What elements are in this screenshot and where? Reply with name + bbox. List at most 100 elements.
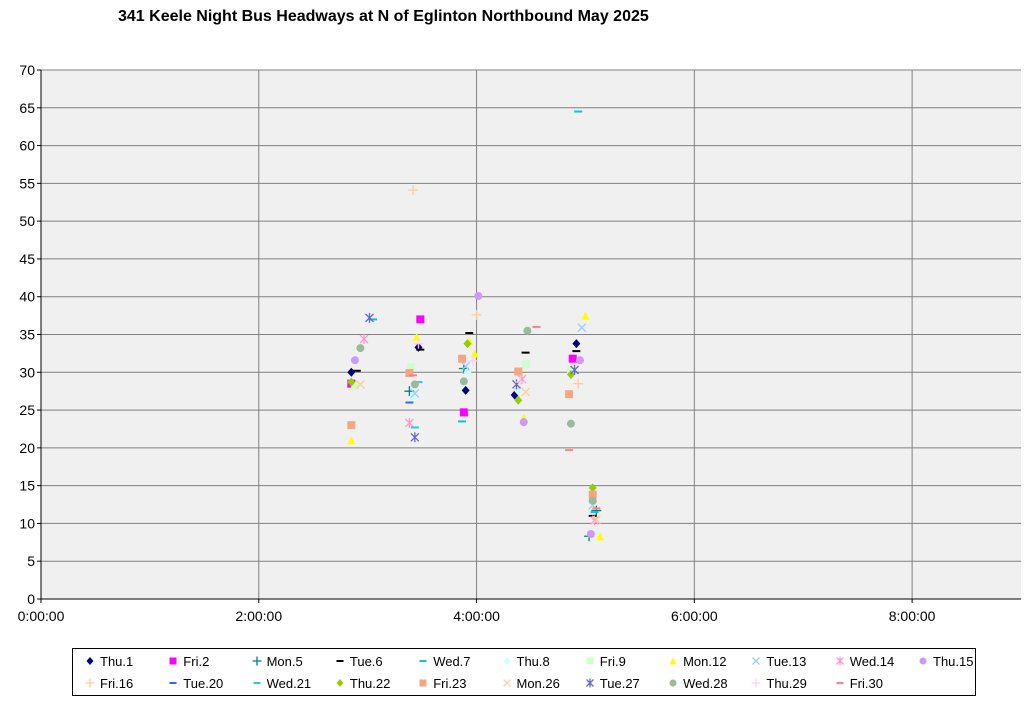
data-point bbox=[470, 349, 479, 358]
legend-marker-icon bbox=[252, 656, 262, 666]
y-tick-label: 60 bbox=[19, 138, 35, 154]
legend-marker-icon bbox=[85, 678, 95, 688]
y-tick-label: 65 bbox=[19, 100, 35, 116]
data-point bbox=[591, 505, 602, 516]
data-point bbox=[416, 315, 425, 324]
grid bbox=[41, 69, 1021, 599]
legend-label: Thu.1 bbox=[100, 653, 134, 669]
data-point bbox=[588, 490, 597, 499]
series-thu-29 bbox=[413, 338, 526, 388]
data-point bbox=[459, 377, 468, 386]
legend-label: Mon.5 bbox=[266, 653, 303, 669]
legend-label: Tue.13 bbox=[766, 653, 807, 669]
series-tue-6 bbox=[352, 331, 597, 517]
data-point bbox=[591, 515, 601, 525]
data-point bbox=[458, 354, 467, 363]
legend-label: Fri.2 bbox=[183, 653, 210, 669]
x-tick-label: 0:00:00 bbox=[18, 608, 65, 624]
legend-item: Fri.30 bbox=[833, 674, 883, 692]
data-point bbox=[514, 367, 523, 376]
data-point bbox=[405, 369, 414, 378]
data-point bbox=[408, 185, 419, 196]
legend-label: Fri.16 bbox=[100, 675, 134, 691]
legend-item: Thu.22 bbox=[333, 674, 390, 692]
data-point bbox=[365, 312, 374, 323]
legend-item: Thu.15 bbox=[916, 652, 973, 670]
y-tick-label: 30 bbox=[19, 364, 35, 380]
legend-marker-icon bbox=[835, 656, 844, 666]
data-point bbox=[347, 436, 356, 445]
data-point bbox=[410, 380, 419, 389]
legend-label: Fri.9 bbox=[599, 653, 626, 669]
series-wed-28 bbox=[356, 326, 597, 505]
data-point bbox=[474, 291, 483, 300]
y-tick-label: 40 bbox=[19, 289, 35, 305]
legend-label: Thu.15 bbox=[933, 653, 974, 669]
legend-label: Thu.29 bbox=[766, 675, 807, 691]
y-tick-label: 55 bbox=[19, 175, 35, 191]
legend-label: Tue.20 bbox=[183, 675, 224, 691]
data-point bbox=[566, 419, 575, 428]
data-point bbox=[471, 309, 482, 320]
data-point bbox=[410, 432, 420, 443]
series-fri-9 bbox=[350, 360, 575, 390]
legend-marker-icon bbox=[419, 679, 427, 687]
data-point bbox=[467, 355, 478, 366]
legend-label: Thu.22 bbox=[349, 675, 391, 691]
data-point bbox=[461, 361, 471, 371]
data-point bbox=[515, 377, 526, 388]
series-fri-30 bbox=[409, 325, 601, 510]
data-point bbox=[586, 530, 595, 539]
y-tick-label: 50 bbox=[19, 213, 35, 229]
legend-marker-icon bbox=[253, 682, 261, 684]
data-point bbox=[463, 339, 472, 349]
data-point bbox=[581, 311, 590, 320]
x-tick-label: 4:00:00 bbox=[453, 608, 500, 624]
legend-item: Wed.21 bbox=[250, 674, 311, 692]
legend-marker-icon bbox=[86, 657, 94, 665]
data-point bbox=[413, 338, 424, 349]
legend-label: Fri.23 bbox=[433, 675, 467, 691]
data-point bbox=[347, 377, 356, 387]
legend-item: Fri.16 bbox=[83, 674, 133, 692]
data-point bbox=[514, 395, 523, 405]
data-point bbox=[572, 339, 581, 349]
legend-label: Mon.26 bbox=[516, 675, 560, 691]
data-point bbox=[519, 418, 528, 427]
chart-title: 341 Keele Night Bus Headways at N of Egl… bbox=[118, 8, 649, 25]
legend-label: Wed.7 bbox=[433, 653, 471, 669]
legend-label: Wed.14 bbox=[849, 653, 895, 669]
legend-marker-icon bbox=[752, 657, 761, 665]
y-tick-label: 15 bbox=[19, 478, 35, 494]
legend-marker-icon bbox=[169, 682, 177, 684]
legend-item: Fri.23 bbox=[416, 674, 466, 692]
data-point bbox=[576, 356, 584, 365]
legend-marker-icon bbox=[336, 679, 344, 687]
legend-marker-icon bbox=[919, 657, 927, 665]
legend: Thu.1 Fri.2 Mon.5 Tue.6 Wed.7 Thu.8 Fri.9 Mon.1… bbox=[72, 648, 976, 696]
legend-marker-icon bbox=[502, 679, 511, 687]
data-point bbox=[356, 344, 365, 353]
data-point bbox=[573, 378, 584, 389]
legend-item: Mon.26 bbox=[500, 674, 560, 692]
data-point bbox=[588, 496, 597, 505]
data-point bbox=[523, 326, 532, 335]
series-thu-22 bbox=[347, 339, 597, 493]
data-point bbox=[410, 388, 420, 398]
data-point bbox=[407, 362, 416, 371]
legend-marker-icon bbox=[503, 657, 510, 665]
legend-marker-icon bbox=[169, 657, 177, 665]
legend-marker-icon bbox=[585, 678, 594, 688]
legend-item: Wed.28 bbox=[666, 674, 728, 692]
data-point bbox=[568, 354, 577, 363]
legend-marker-icon bbox=[586, 657, 594, 665]
legend-item: Tue.6 bbox=[333, 652, 383, 670]
legend-item: Fri.2 bbox=[166, 652, 209, 670]
y-tick-label: 45 bbox=[19, 251, 35, 267]
axes: 0 5 10 15 20 25 30 35 40 45 50 55 60 65 70 0:00:00 2:00:… bbox=[18, 62, 1021, 624]
data-point bbox=[350, 356, 359, 365]
legend-item: Tue.13 bbox=[749, 652, 806, 670]
y-tick-label: 10 bbox=[19, 515, 35, 531]
legend-label: Wed.28 bbox=[683, 675, 728, 691]
legend-label: Tue.6 bbox=[349, 653, 383, 669]
